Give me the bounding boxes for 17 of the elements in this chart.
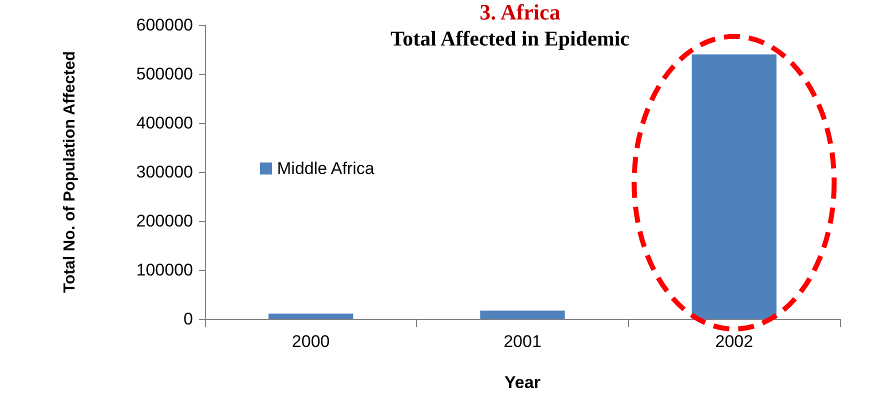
y-tick-label: 600000 [136, 16, 193, 34]
y-tick-label: 0 [184, 310, 193, 328]
legend-label: Middle Africa [277, 159, 375, 178]
x-tick-label: 2001 [504, 332, 542, 351]
bar [268, 314, 354, 319]
chart-title: 3. Africa [480, 0, 560, 24]
y-tick-label: 200000 [136, 212, 193, 230]
chart-subtitle: Total Affected in Epidemic [390, 26, 630, 50]
y-axis-title: Total No. of Population Affected [62, 51, 78, 293]
bar [480, 310, 565, 319]
x-tick-label: 2000 [292, 332, 330, 351]
x-axis-title: Year [504, 373, 541, 392]
y-tick-label: 400000 [136, 114, 193, 132]
y-tick-label: 500000 [136, 64, 193, 84]
y-tick-label: 300000 [136, 162, 193, 182]
x-tick-label: 2002 [715, 332, 754, 351]
y-tick-label: 100000 [136, 260, 193, 280]
